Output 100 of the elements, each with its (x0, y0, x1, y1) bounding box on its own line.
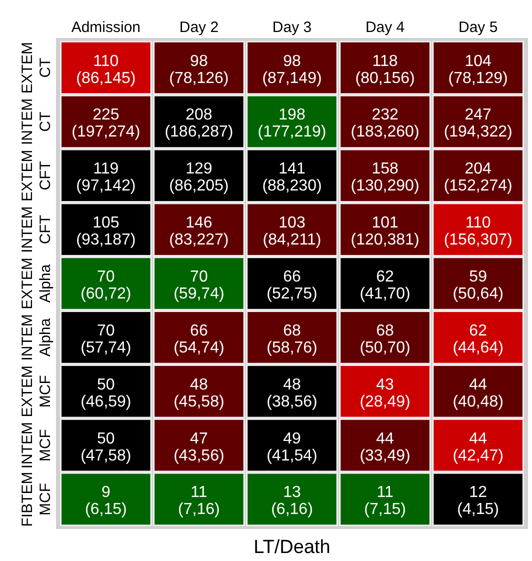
data-label: 146 (186, 214, 212, 232)
x-tick-label: Day 3 (272, 19, 312, 36)
annotation: (4,15) (457, 501, 499, 518)
annotation: (59,74) (174, 286, 224, 302)
data-label: 62 (469, 322, 488, 340)
data-label: 9 (101, 484, 110, 502)
y-tick-label: EXTEM MCF (19, 366, 54, 418)
y-tick-label: INTEM MCF (19, 422, 54, 469)
annotation: (52,75) (266, 286, 318, 302)
annotation: (45,58) (174, 393, 224, 410)
annotation: (7,15) (364, 501, 406, 518)
data-label: 68 (283, 322, 301, 340)
annotation: (83,227) (169, 232, 229, 249)
data-label: 49 (283, 430, 301, 448)
annotation: (88,230) (262, 178, 322, 195)
data-label: 66 (190, 322, 208, 340)
data-label: 119 (93, 160, 119, 178)
annotation: (28,49) (360, 393, 410, 410)
annotation: (156,307) (444, 232, 512, 249)
y-tick-label: FIBTEM MCF (19, 472, 54, 527)
data-label: 70 (190, 268, 208, 286)
annotation: (50,70) (360, 339, 410, 356)
data-label: 232 (372, 106, 398, 124)
data-label: 141 (278, 160, 306, 178)
annotation: (152,274) (444, 178, 512, 195)
annotation: (44,64) (452, 339, 504, 356)
y-tick-label: EXTEM Alpha (19, 258, 54, 310)
data-label: 13 (283, 484, 301, 502)
data-label: 50 (97, 376, 115, 394)
annotation: (41,70) (360, 286, 410, 302)
data-label: 11 (376, 484, 394, 502)
x-tick-label: Day 2 (179, 19, 219, 36)
annotation: (40,48) (452, 393, 504, 410)
data-label: 44 (376, 430, 394, 448)
annotation: (197,274) (72, 124, 140, 141)
annotation: (84,211) (262, 232, 322, 249)
annotation: (6,16) (271, 501, 313, 518)
annotation: (46,59) (80, 393, 132, 410)
annotation: (58,76) (266, 339, 318, 356)
data-label: 118 (372, 52, 398, 70)
data-label: 208 (186, 106, 212, 124)
annotation: (50,64) (452, 286, 504, 302)
annotation: (78,129) (448, 70, 508, 87)
annotation: (47,58) (80, 447, 132, 464)
data-label: 68 (376, 322, 394, 340)
data-label: 47 (190, 430, 208, 448)
annotation: (60,72) (80, 286, 132, 302)
data-label: 44 (469, 430, 488, 448)
data-label: 98 (283, 52, 301, 70)
data-label: 158 (372, 160, 398, 178)
data-label: 129 (186, 160, 212, 178)
annotation: (186,287) (164, 124, 234, 141)
data-label: 11 (190, 484, 208, 502)
y-tick-label: INTEM CT (19, 98, 54, 146)
data-label: 104 (464, 52, 492, 70)
x-tick-label: Day 5 (458, 19, 498, 36)
x-tick-label: Day 4 (365, 19, 405, 36)
annotation: (41,54) (266, 447, 318, 464)
data-label: 48 (190, 376, 208, 394)
annotation: (194,322) (444, 124, 512, 141)
y-tick-label: INTEM Alpha (19, 314, 54, 361)
data-label: 225 (92, 106, 120, 124)
annotation: (93,187) (76, 232, 136, 249)
annotation: (86,205) (169, 178, 229, 195)
data-label: 98 (190, 52, 208, 70)
data-label: 12 (469, 484, 488, 502)
y-tick-label: EXTEM CFT (19, 150, 54, 202)
data-label: 198 (278, 106, 306, 124)
data-label: 110 (93, 52, 119, 70)
annotation: (54,74) (174, 339, 224, 356)
x-tick-label: Admission (71, 19, 141, 36)
annotation: (130,290) (350, 178, 420, 195)
annotation: (43,56) (174, 447, 224, 464)
y-tick-label: EXTEM CT (19, 42, 54, 94)
data-label: 101 (372, 214, 398, 232)
data-label: 66 (283, 268, 301, 286)
annotation: (87,149) (262, 70, 322, 87)
annotation: (57,74) (80, 339, 132, 356)
annotation: (80,156) (355, 70, 415, 87)
annotation: (33,49) (360, 447, 410, 464)
data-label: 59 (469, 268, 488, 286)
annotation: (97,142) (76, 178, 136, 195)
annotation: (183,260) (350, 124, 420, 141)
data-label: 110 (465, 214, 491, 232)
annotation: (120,381) (350, 232, 420, 249)
y-tick-label: INTEM CFT (19, 206, 54, 253)
annotation: (38,56) (266, 393, 318, 410)
data-label: 204 (464, 160, 492, 178)
annotation: (42,47) (452, 447, 504, 464)
annotation: (6,15) (85, 501, 127, 518)
data-label: 48 (283, 376, 301, 394)
annotation: (78,126) (169, 70, 229, 87)
data-label: 43 (376, 376, 394, 394)
data-label: 247 (464, 106, 492, 124)
data-label: 70 (97, 322, 115, 340)
x-axis-title: LT/Death (254, 537, 330, 558)
data-label: 62 (376, 268, 394, 286)
annotation: (177,219) (258, 124, 326, 141)
data-label: 50 (97, 430, 115, 448)
data-label: 105 (92, 214, 120, 232)
